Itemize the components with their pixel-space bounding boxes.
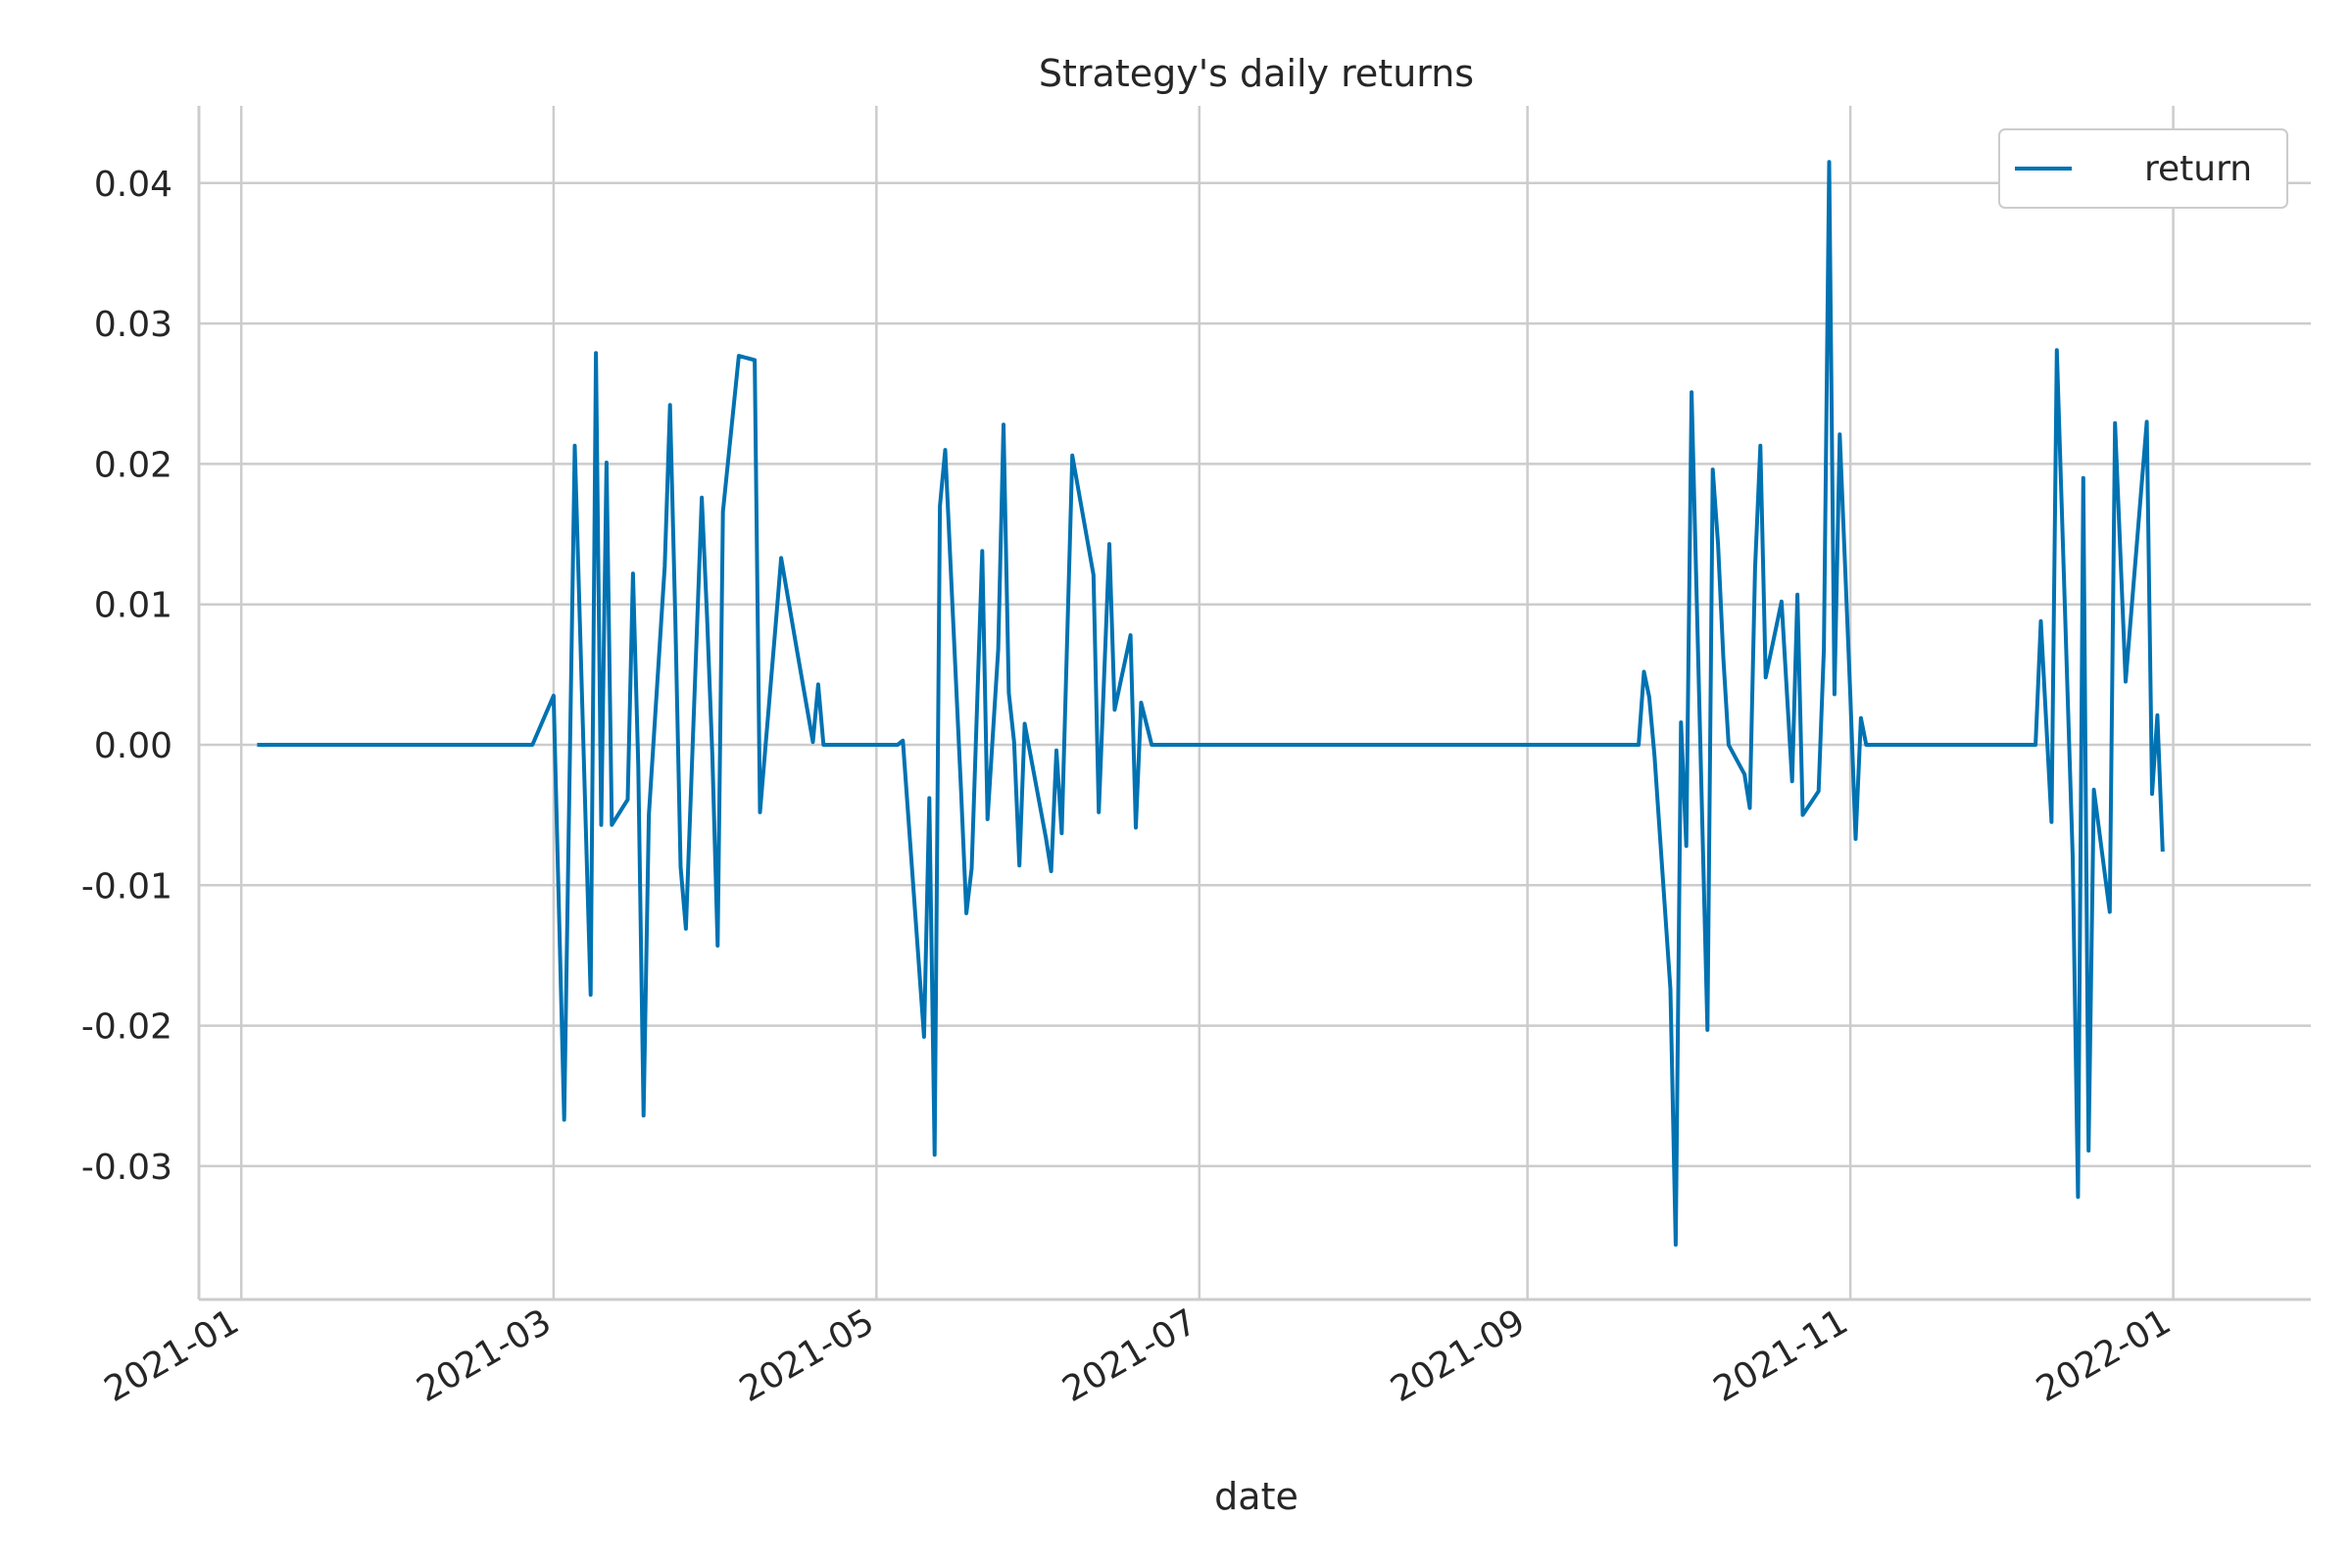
y-tick-label: 0.01 — [94, 586, 172, 626]
x-tick-label: 2021-07 — [1056, 1301, 1204, 1410]
y-tick-labels: 0.04 0.03 0.02 0.01 0.00 -0.01 -0.02 -0.03 — [81, 165, 172, 1188]
legend: return — [1998, 128, 2288, 209]
x-tick-label: 2021-01 — [98, 1301, 246, 1410]
legend-label-return: return — [2144, 149, 2252, 189]
legend-box — [1998, 128, 2288, 209]
x-tick-label: 2021-11 — [1707, 1301, 1855, 1410]
x-tick-labels: 2021-01 2021-03 2021-05 2021-07 2021-09 2021-… — [98, 1301, 2178, 1410]
y-tick-label: -0.01 — [81, 866, 172, 906]
x-gridlines — [239, 106, 2175, 1299]
chart-title: Strategy's daily returns — [1039, 52, 1474, 95]
y-tick-label: -0.02 — [81, 1007, 172, 1048]
plot-area — [257, 160, 2165, 1248]
y-gridlines — [199, 181, 2311, 1168]
x-axis-label: date — [1214, 1475, 1298, 1518]
series-line-return — [257, 160, 2165, 1248]
x-tick-label: 2021-09 — [1384, 1301, 1532, 1410]
x-tick-label: 2021-03 — [411, 1301, 559, 1410]
y-tick-label: 0.04 — [94, 165, 172, 205]
y-tick-label: 0.02 — [94, 445, 172, 485]
y-tick-label: 0.00 — [94, 726, 172, 766]
y-tick-label: -0.03 — [81, 1148, 172, 1188]
y-tick-label: 0.03 — [94, 305, 172, 345]
x-tick-label: 2021-05 — [733, 1301, 881, 1410]
axes — [197, 106, 2311, 1301]
x-tick-label: 2022-01 — [2030, 1301, 2178, 1410]
